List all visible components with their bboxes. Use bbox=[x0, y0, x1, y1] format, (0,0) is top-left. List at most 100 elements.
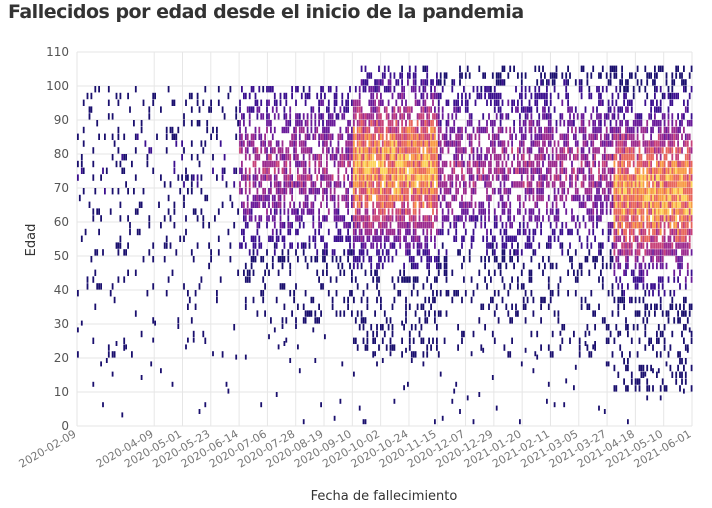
heatmap-cell bbox=[690, 228, 693, 236]
heatmap-cell bbox=[140, 126, 143, 134]
heatmap-cell bbox=[368, 72, 371, 79]
heatmap-cell bbox=[354, 133, 357, 140]
heatmap-cell bbox=[434, 419, 436, 425]
heatmap-cell bbox=[148, 222, 151, 229]
heatmap-cell bbox=[661, 113, 664, 120]
heatmap-cell bbox=[271, 215, 274, 222]
heatmap-cell bbox=[519, 113, 521, 120]
heatmap-cell bbox=[385, 167, 388, 174]
heatmap-cell bbox=[337, 208, 340, 215]
heatmap-cell bbox=[596, 86, 598, 93]
heatmap-cell bbox=[293, 208, 295, 215]
heatmap-cell bbox=[385, 201, 388, 208]
heatmap-cell bbox=[381, 228, 384, 236]
heatmap-cell bbox=[434, 201, 436, 208]
heatmap-cell bbox=[410, 188, 413, 195]
heatmap-cell bbox=[401, 222, 403, 229]
heatmap-cell bbox=[511, 222, 513, 229]
heatmap-cell bbox=[171, 381, 174, 387]
heatmap-cell bbox=[486, 188, 488, 195]
heatmap-cell bbox=[331, 303, 334, 310]
heatmap-cell bbox=[275, 181, 278, 188]
heatmap-cell bbox=[370, 174, 373, 181]
heatmap-cell bbox=[387, 215, 390, 222]
heatmap-cell bbox=[499, 215, 502, 222]
heatmap-cell bbox=[642, 371, 645, 378]
heatmap-cell bbox=[601, 167, 604, 174]
heatmap-cell bbox=[499, 140, 502, 147]
heatmap-cell bbox=[424, 126, 427, 134]
heatmap-cell bbox=[397, 167, 400, 174]
heatmap-cell bbox=[339, 160, 342, 168]
heatmap-cell bbox=[507, 188, 510, 195]
heatmap-cell bbox=[594, 126, 596, 134]
heatmap-cell bbox=[383, 106, 386, 113]
heatmap-cell bbox=[547, 126, 550, 134]
heatmap-cell bbox=[345, 188, 348, 195]
heatmap-cell bbox=[439, 126, 442, 134]
heatmap-cell bbox=[389, 351, 392, 357]
heatmap-cell bbox=[364, 228, 367, 236]
heatmap-cell bbox=[673, 269, 676, 276]
heatmap-cell bbox=[557, 154, 560, 161]
heatmap-cell bbox=[683, 99, 685, 106]
heatmap-cell bbox=[374, 310, 376, 317]
heatmap-cell bbox=[380, 324, 382, 331]
heatmap-cell bbox=[478, 174, 481, 181]
heatmap-cell bbox=[669, 303, 672, 310]
heatmap-cell bbox=[623, 181, 625, 188]
heatmap-cell bbox=[634, 72, 637, 79]
heatmap-cell bbox=[196, 242, 199, 249]
heatmap-cell bbox=[563, 324, 566, 331]
heatmap-cell bbox=[557, 174, 560, 181]
heatmap-cell bbox=[617, 310, 620, 317]
heatmap-cell bbox=[353, 194, 355, 202]
heatmap-cell bbox=[405, 181, 407, 188]
heatmap-cell bbox=[432, 194, 434, 202]
heatmap-cell bbox=[534, 140, 537, 147]
heatmap-cell bbox=[654, 120, 656, 127]
heatmap-cell bbox=[374, 133, 376, 140]
heatmap-cell bbox=[517, 167, 519, 174]
heatmap-cell bbox=[690, 303, 693, 310]
heatmap-cell bbox=[656, 167, 658, 174]
heatmap-cell bbox=[439, 120, 442, 127]
heatmap-cell bbox=[470, 215, 473, 222]
heatmap-cell bbox=[283, 106, 286, 113]
heatmap-cell bbox=[582, 174, 585, 181]
heatmap-cell bbox=[378, 133, 380, 140]
heatmap-cell bbox=[407, 147, 409, 154]
heatmap-cell bbox=[380, 174, 382, 181]
heatmap-cell bbox=[671, 120, 674, 127]
heatmap-cell bbox=[246, 222, 249, 229]
heatmap-cell bbox=[393, 133, 396, 140]
heatmap-cell bbox=[683, 113, 685, 120]
heatmap-cell bbox=[559, 174, 562, 181]
heatmap-cell bbox=[684, 79, 687, 86]
heatmap-cell bbox=[387, 174, 390, 181]
heatmap-cell bbox=[401, 79, 403, 86]
heatmap-cell bbox=[381, 215, 384, 222]
heatmap-cell bbox=[304, 242, 307, 249]
heatmap-cell bbox=[389, 215, 392, 222]
heatmap-cell bbox=[308, 86, 311, 93]
heatmap-cell bbox=[353, 106, 355, 113]
heatmap-cell bbox=[555, 167, 558, 174]
heatmap-cell bbox=[632, 86, 635, 93]
heatmap-cell bbox=[378, 120, 380, 127]
heatmap-cell bbox=[185, 344, 187, 350]
heatmap-cell bbox=[627, 126, 629, 134]
heatmap-cell bbox=[258, 126, 261, 134]
heatmap-cell bbox=[501, 113, 504, 120]
heatmap-cell bbox=[517, 249, 519, 256]
heatmap-cell bbox=[254, 154, 257, 161]
heatmap-cell bbox=[625, 262, 627, 270]
heatmap-cell bbox=[360, 133, 363, 140]
heatmap-cell bbox=[227, 388, 230, 394]
heatmap-cell bbox=[679, 317, 681, 324]
heatmap-cell bbox=[216, 296, 218, 304]
heatmap-cell bbox=[293, 140, 295, 147]
heatmap-cell bbox=[463, 222, 465, 229]
heatmap-cell bbox=[364, 65, 367, 72]
